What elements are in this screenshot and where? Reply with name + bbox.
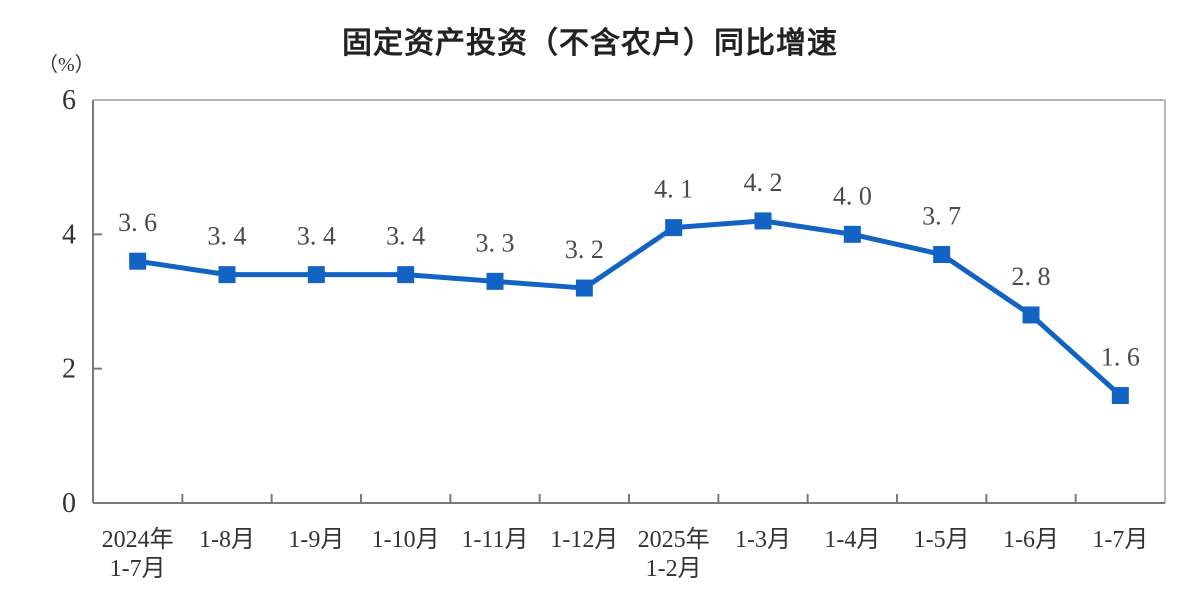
- data-point: [486, 272, 504, 290]
- x-tick-label: 1-7月: [110, 556, 166, 582]
- data-point: [1022, 306, 1040, 324]
- x-tick-label: 1-10月: [372, 527, 440, 553]
- y-axis-unit-label: （%）: [38, 54, 95, 76]
- data-point: [933, 245, 951, 263]
- x-tick-label: 1-11月: [461, 527, 528, 553]
- x-tick-label: 1-3月: [735, 527, 791, 553]
- data-point-label: 3. 7: [922, 201, 961, 230]
- data-point: [1111, 387, 1129, 405]
- x-tick-label: 2025年: [638, 526, 710, 553]
- x-tick-label: 1-9月: [288, 527, 344, 553]
- data-point: [307, 266, 325, 284]
- data-point-label: 3. 6: [118, 208, 157, 237]
- data-point-label: 4. 0: [833, 181, 872, 210]
- data-point: [575, 279, 593, 297]
- x-tick-label: 2024年: [102, 526, 174, 553]
- x-tick-label: 1-7月: [1092, 527, 1148, 553]
- x-tick-label: 1-6月: [1003, 527, 1059, 553]
- data-point: [218, 266, 236, 284]
- x-tick-label: 1-5月: [914, 527, 970, 553]
- data-point-label: 3. 2: [565, 235, 604, 264]
- data-point-label: 3. 4: [208, 222, 247, 251]
- data-point-label: 1. 6: [1101, 343, 1140, 372]
- data-point: [843, 225, 861, 243]
- data-line: [137, 218, 1123, 398]
- data-point: [397, 266, 415, 284]
- data-point-label: 4. 1: [654, 175, 693, 204]
- data-point-label: 3. 4: [386, 222, 425, 251]
- data-point: [754, 212, 772, 230]
- chart-title: 固定资产投资（不含农户）同比增速: [342, 27, 838, 60]
- data-point-label: 3. 3: [476, 228, 515, 257]
- data-point-label: 4. 2: [744, 168, 783, 197]
- data-point: [665, 219, 683, 237]
- x-tick-label: 1-12月: [550, 527, 618, 553]
- x-tick-label: 1-8月: [199, 527, 255, 553]
- data-point: [129, 252, 147, 270]
- y-tick-label: 0: [62, 488, 76, 519]
- data-point-label: 2. 8: [1012, 262, 1051, 291]
- y-tick-label: 2: [62, 354, 76, 385]
- x-tick-label: 1-2月: [646, 556, 702, 582]
- y-tick-label: 4: [62, 219, 76, 250]
- x-tick-label: 1-4月: [824, 527, 880, 553]
- data-point-label: 3. 4: [297, 222, 336, 251]
- y-tick-label: 6: [62, 85, 76, 116]
